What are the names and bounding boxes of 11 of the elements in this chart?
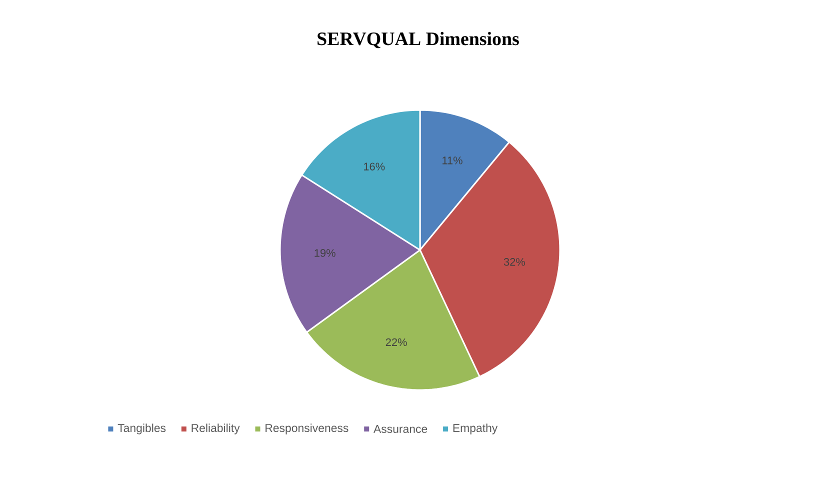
legend-label: Tangibles: [118, 424, 166, 434]
legend-label: Empathy: [453, 424, 498, 434]
chart-title: SERVQUAL Dimensions: [318, 32, 519, 48]
data-label: 11%: [442, 156, 462, 164]
data-label: 22%: [386, 338, 407, 346]
legend-label: Reliability: [192, 424, 240, 434]
data-label: 32%: [504, 258, 526, 266]
legend-label: Assurance: [374, 424, 428, 433]
data-label: 19%: [314, 249, 336, 257]
data-label: 16%: [364, 162, 385, 170]
legend-label: Responsiveness: [266, 424, 348, 434]
